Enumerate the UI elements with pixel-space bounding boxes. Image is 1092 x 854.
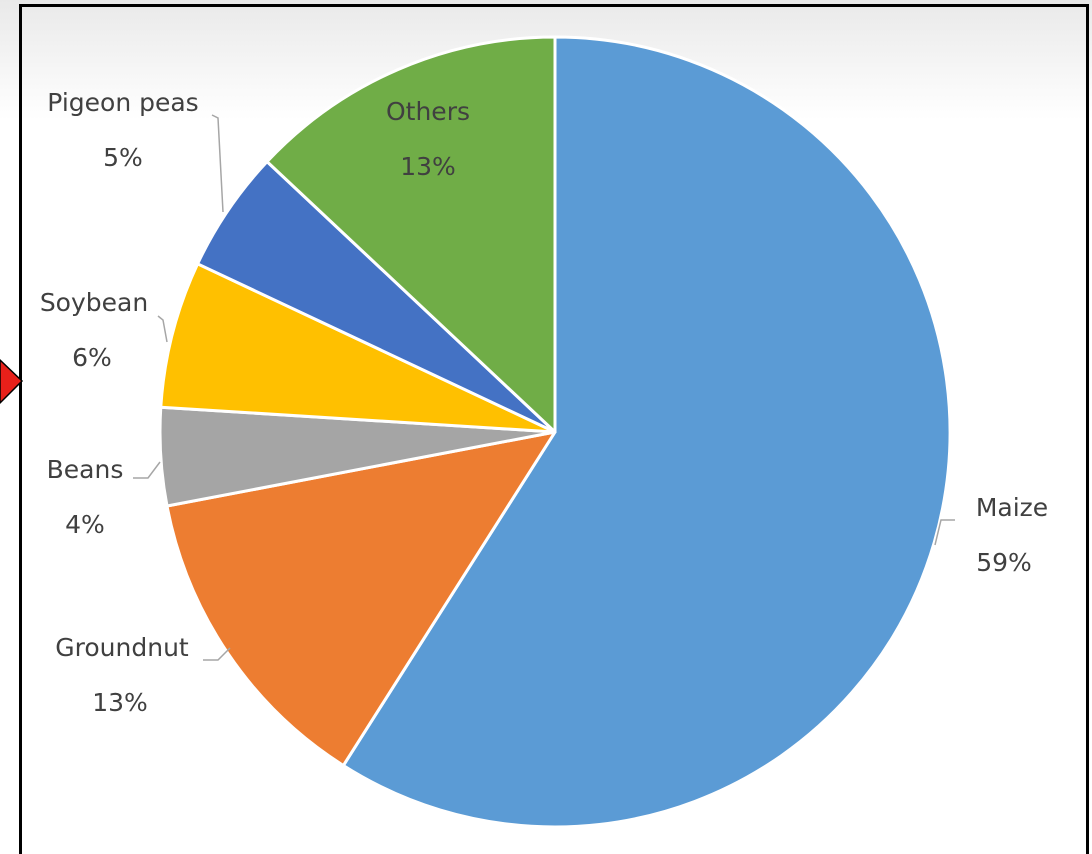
label-soybean-pct: 6% xyxy=(72,343,112,372)
red-arrow-marker xyxy=(0,358,24,405)
label-others-name: Others xyxy=(386,97,470,126)
label-maize: Maize 59% xyxy=(976,493,1048,577)
label-maize-pct: 59% xyxy=(976,548,1032,577)
leader-lines xyxy=(133,114,955,661)
label-pigeon-peas: Pigeon peas 5% xyxy=(47,88,198,172)
label-soybean-name: Soybean xyxy=(40,288,148,317)
leader-line-pigeon-peas xyxy=(211,114,224,213)
label-beans-pct: 4% xyxy=(65,510,105,539)
label-pigeon-peas-name: Pigeon peas xyxy=(47,88,198,117)
label-groundnut-name: Groundnut xyxy=(55,633,189,662)
leader-line-soybean xyxy=(157,315,168,343)
label-pigeon-peas-pct: 5% xyxy=(103,143,143,172)
label-maize-name: Maize xyxy=(976,493,1048,522)
pie-slice-groundnut xyxy=(165,430,557,768)
chart-border xyxy=(19,4,1089,854)
pie-slices xyxy=(158,35,952,829)
pie-slice-others xyxy=(265,35,557,434)
label-others-pct: 13% xyxy=(400,152,456,181)
leader-line-groundnut xyxy=(203,647,231,661)
pie-slice-maize xyxy=(341,35,952,829)
leader-line-beans xyxy=(133,461,161,479)
pie-slice-soybean xyxy=(159,262,557,434)
label-beans: Beans 4% xyxy=(47,455,124,539)
label-soybean: Soybean 6% xyxy=(40,288,148,372)
leader-line-maize xyxy=(934,519,955,546)
label-groundnut-pct: 13% xyxy=(92,688,148,717)
label-groundnut: Groundnut 13% xyxy=(55,633,189,717)
label-others: Others 13% xyxy=(386,97,470,181)
label-beans-name: Beans xyxy=(47,455,124,484)
